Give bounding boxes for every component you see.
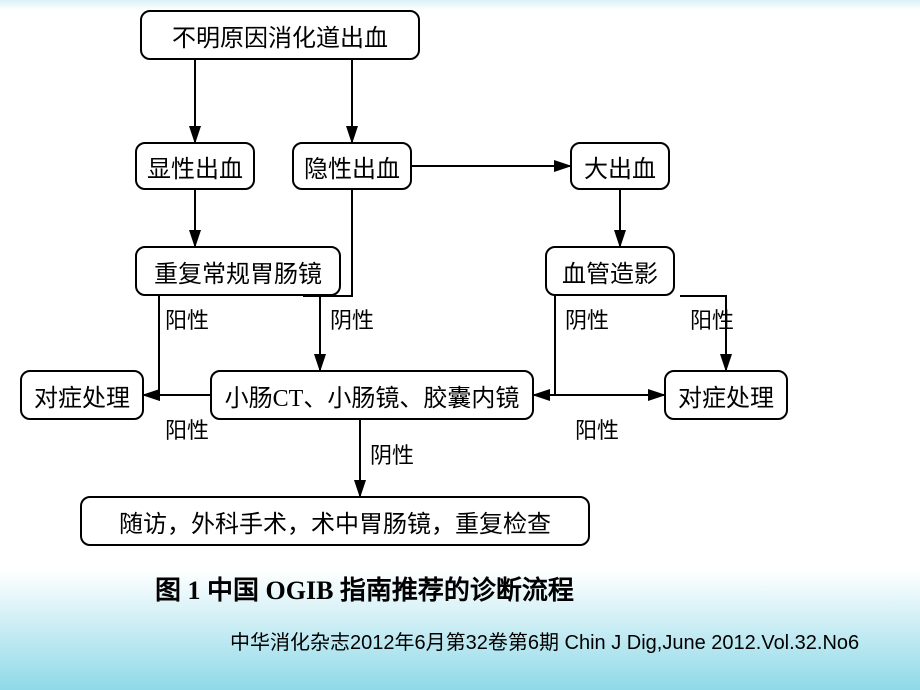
node-angio: 血管造影 [545, 246, 675, 296]
edge-e9 [534, 296, 555, 395]
label-pos-3: 阳性 [165, 413, 209, 445]
label-pos-2: 阳性 [690, 303, 734, 335]
figure-caption: 图 1 中国 OGIB 指南推荐的诊断流程 [155, 570, 574, 607]
label-pos-1: 阳性 [165, 303, 209, 335]
node-occult: 隐性出血 [292, 142, 412, 190]
citation-text: 中华消化杂志2012年6月第32卷第6期 Chin J Dig,June 201… [230, 626, 859, 655]
node-treat-left: 对症处理 [20, 370, 144, 420]
node-overt: 显性出血 [135, 142, 255, 190]
node-root: 不明原因消化道出血 [140, 10, 420, 60]
node-massive: 大出血 [570, 142, 670, 190]
node-followup: 随访，外科手术，术中胃肠镜，重复检查 [80, 496, 590, 546]
label-pos-4: 阳性 [575, 413, 619, 445]
label-neg-1: 阴性 [330, 303, 374, 335]
node-repeat-endo: 重复常规胃肠镜 [135, 246, 341, 296]
node-smallbowel: 小肠CT、小肠镜、胶囊内镜 [210, 370, 534, 420]
node-treat-right: 对症处理 [664, 370, 788, 420]
edge-e7 [144, 296, 159, 395]
label-neg-3: 阴性 [370, 438, 414, 470]
label-neg-2: 阴性 [565, 303, 609, 335]
